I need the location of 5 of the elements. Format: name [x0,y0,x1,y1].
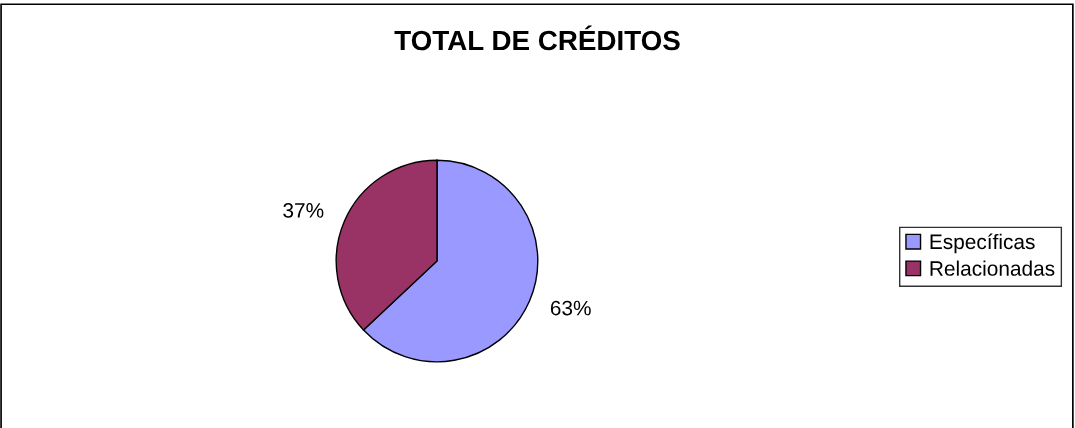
legend-label: Específicas [930,233,1035,254]
legend-label: Relacionadas [930,260,1055,276]
data-label: 37% [283,203,324,218]
data-label: 63% [550,300,591,316]
chart-title: TOTAL DE CRÉDITOS [394,25,680,51]
